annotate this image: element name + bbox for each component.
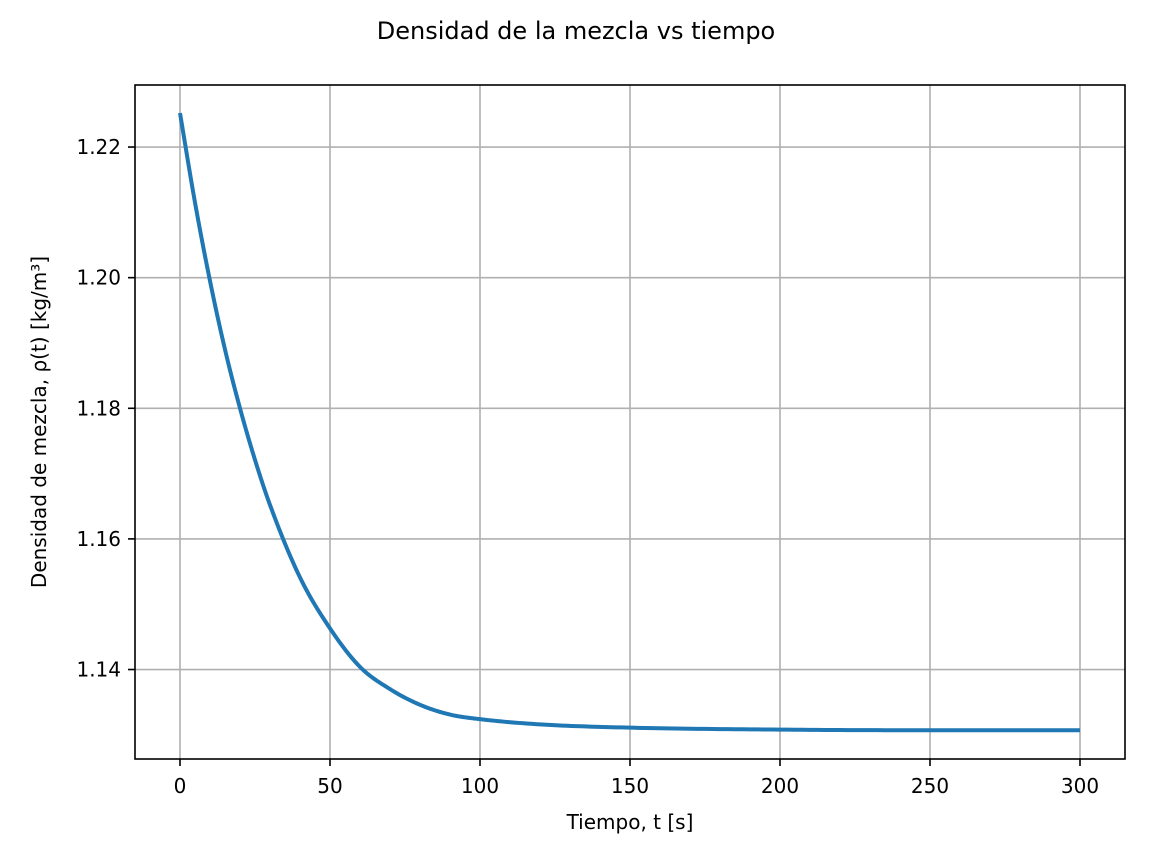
x-grid bbox=[179, 85, 1081, 759]
series-line bbox=[178, 112, 1080, 733]
x-tick-label: 0 bbox=[174, 774, 187, 798]
x-axis-ticks: 0 50 100 150 200 250 300 bbox=[174, 759, 1099, 798]
x-tick-label: 150 bbox=[611, 774, 649, 798]
x-tick-label: 300 bbox=[1061, 774, 1099, 798]
y-tick-label: 1.18 bbox=[76, 396, 121, 420]
chart-title: Densidad de la mezcla vs tiempo bbox=[377, 17, 775, 45]
x-axis-title: Tiempo, t [s] bbox=[566, 810, 694, 834]
x-tick-label: 100 bbox=[461, 774, 499, 798]
x-tick-label: 250 bbox=[911, 774, 949, 798]
y-tick-label: 1.16 bbox=[76, 527, 121, 551]
y-tick-label: 1.22 bbox=[76, 135, 121, 159]
x-tick-label: 50 bbox=[317, 774, 342, 798]
x-tick-label: 200 bbox=[761, 774, 799, 798]
series-layer bbox=[178, 112, 1080, 733]
y-tick-label: 1.20 bbox=[76, 266, 121, 290]
y-axis-ticks: 1.14 1.16 1.18 1.20 1.22 bbox=[76, 135, 135, 682]
y-grid bbox=[135, 146, 1125, 671]
y-axis-title: Densidad de mezcla, ρ(t) [kg/m³] bbox=[27, 256, 51, 588]
y-tick-label: 1.14 bbox=[76, 658, 121, 682]
